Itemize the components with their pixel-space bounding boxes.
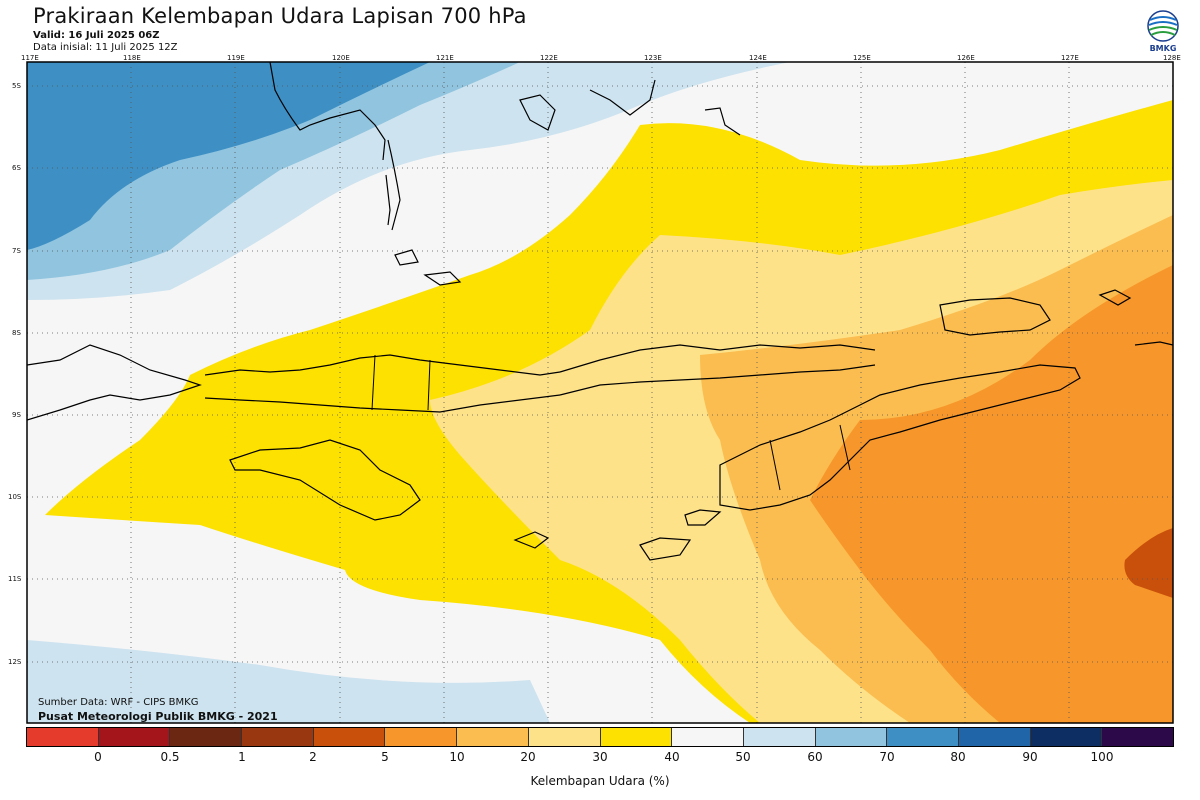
lon-label: 128E (1163, 54, 1181, 62)
colorbar-label: 1 (238, 750, 246, 764)
lat-label: 6S (12, 164, 21, 172)
initial-data-time: Data inisial: 11 Juli 2025 12Z (33, 42, 178, 53)
zone-50-60-south (27, 640, 550, 723)
lon-label: 127E (1061, 54, 1079, 62)
lat-label: 5S (12, 82, 21, 90)
colorbar-segment (1102, 728, 1173, 746)
bmkg-logo-icon (1147, 10, 1179, 42)
lon-label: 119E (227, 54, 245, 62)
colorbar-segment (385, 728, 458, 746)
colorbar-segment (1030, 728, 1103, 746)
coastlines (27, 62, 1173, 561)
lon-label: 123E (644, 54, 662, 62)
colorbar (26, 727, 1174, 747)
colorbar-segment (958, 728, 1031, 746)
colorbar-segment (98, 728, 171, 746)
colorbar-segment (815, 728, 888, 746)
zone-5-10 (810, 265, 1173, 723)
colorbar-label: 5 (381, 750, 389, 764)
colorbar-label: 90 (1022, 750, 1038, 764)
colorbar-segment (457, 728, 529, 746)
colorbar-label: 40 (664, 750, 680, 764)
graticule (27, 62, 1173, 723)
colorbar-label: 60 (807, 750, 823, 764)
lon-label: 120E (332, 54, 350, 62)
lat-label: 7S (12, 247, 21, 255)
colorbar-label: 80 (950, 750, 966, 764)
colorbar-segment (313, 728, 386, 746)
map-frame (26, 61, 1174, 724)
lon-label: 118E (123, 54, 141, 62)
lon-label: 126E (957, 54, 975, 62)
colorbar-segment (170, 728, 243, 746)
lat-label: 9S (12, 411, 21, 419)
lat-label: 10S (8, 493, 22, 501)
lat-label: 12S (8, 658, 22, 666)
colorbar-label: 20 (520, 750, 536, 764)
logo-label: BMKG (1149, 44, 1177, 53)
colorbar-label: 0.5 (160, 750, 180, 764)
colorbar-label: 10 (449, 750, 465, 764)
data-source: Sumber Data: WRF - CIPS BMKG (38, 697, 199, 708)
zone-2-5-core (1124, 528, 1173, 598)
lat-label: 8S (12, 329, 21, 337)
colorbar-segment (743, 728, 816, 746)
map-title: Prakiraan Kelembapan Udara Lapisan 700 h… (33, 4, 527, 28)
lon-label: 124E (749, 54, 767, 62)
colorbar-label: 2 (309, 750, 317, 764)
colorbar-segment (528, 728, 601, 746)
colorbar-label: 100 (1090, 750, 1114, 764)
lon-label: 121E (436, 54, 454, 62)
lon-label: 117E (21, 54, 39, 62)
colorbar-title: Kelembapan Udara (%) (530, 774, 670, 788)
colorbar-label: 50 (735, 750, 751, 764)
colorbar-segment (27, 728, 99, 746)
colorbar-segment (242, 728, 314, 746)
colorbar-label: 30 (592, 750, 608, 764)
lon-label: 122E (540, 54, 558, 62)
valid-time: Valid: 16 Juli 2025 06Z (33, 30, 160, 41)
publisher: Pusat Meteorologi Publik BMKG - 2021 (38, 710, 278, 723)
colorbar-segment (672, 728, 744, 746)
province-borders (371, 354, 851, 491)
colorbar-label: 0 (94, 750, 102, 764)
lon-label: 125E (853, 54, 871, 62)
colorbar-segment (887, 728, 959, 746)
lat-label: 11S (8, 575, 22, 583)
colorbar-label: 70 (879, 750, 895, 764)
zone-70-80-north (27, 62, 430, 250)
colorbar-segment (600, 728, 673, 746)
